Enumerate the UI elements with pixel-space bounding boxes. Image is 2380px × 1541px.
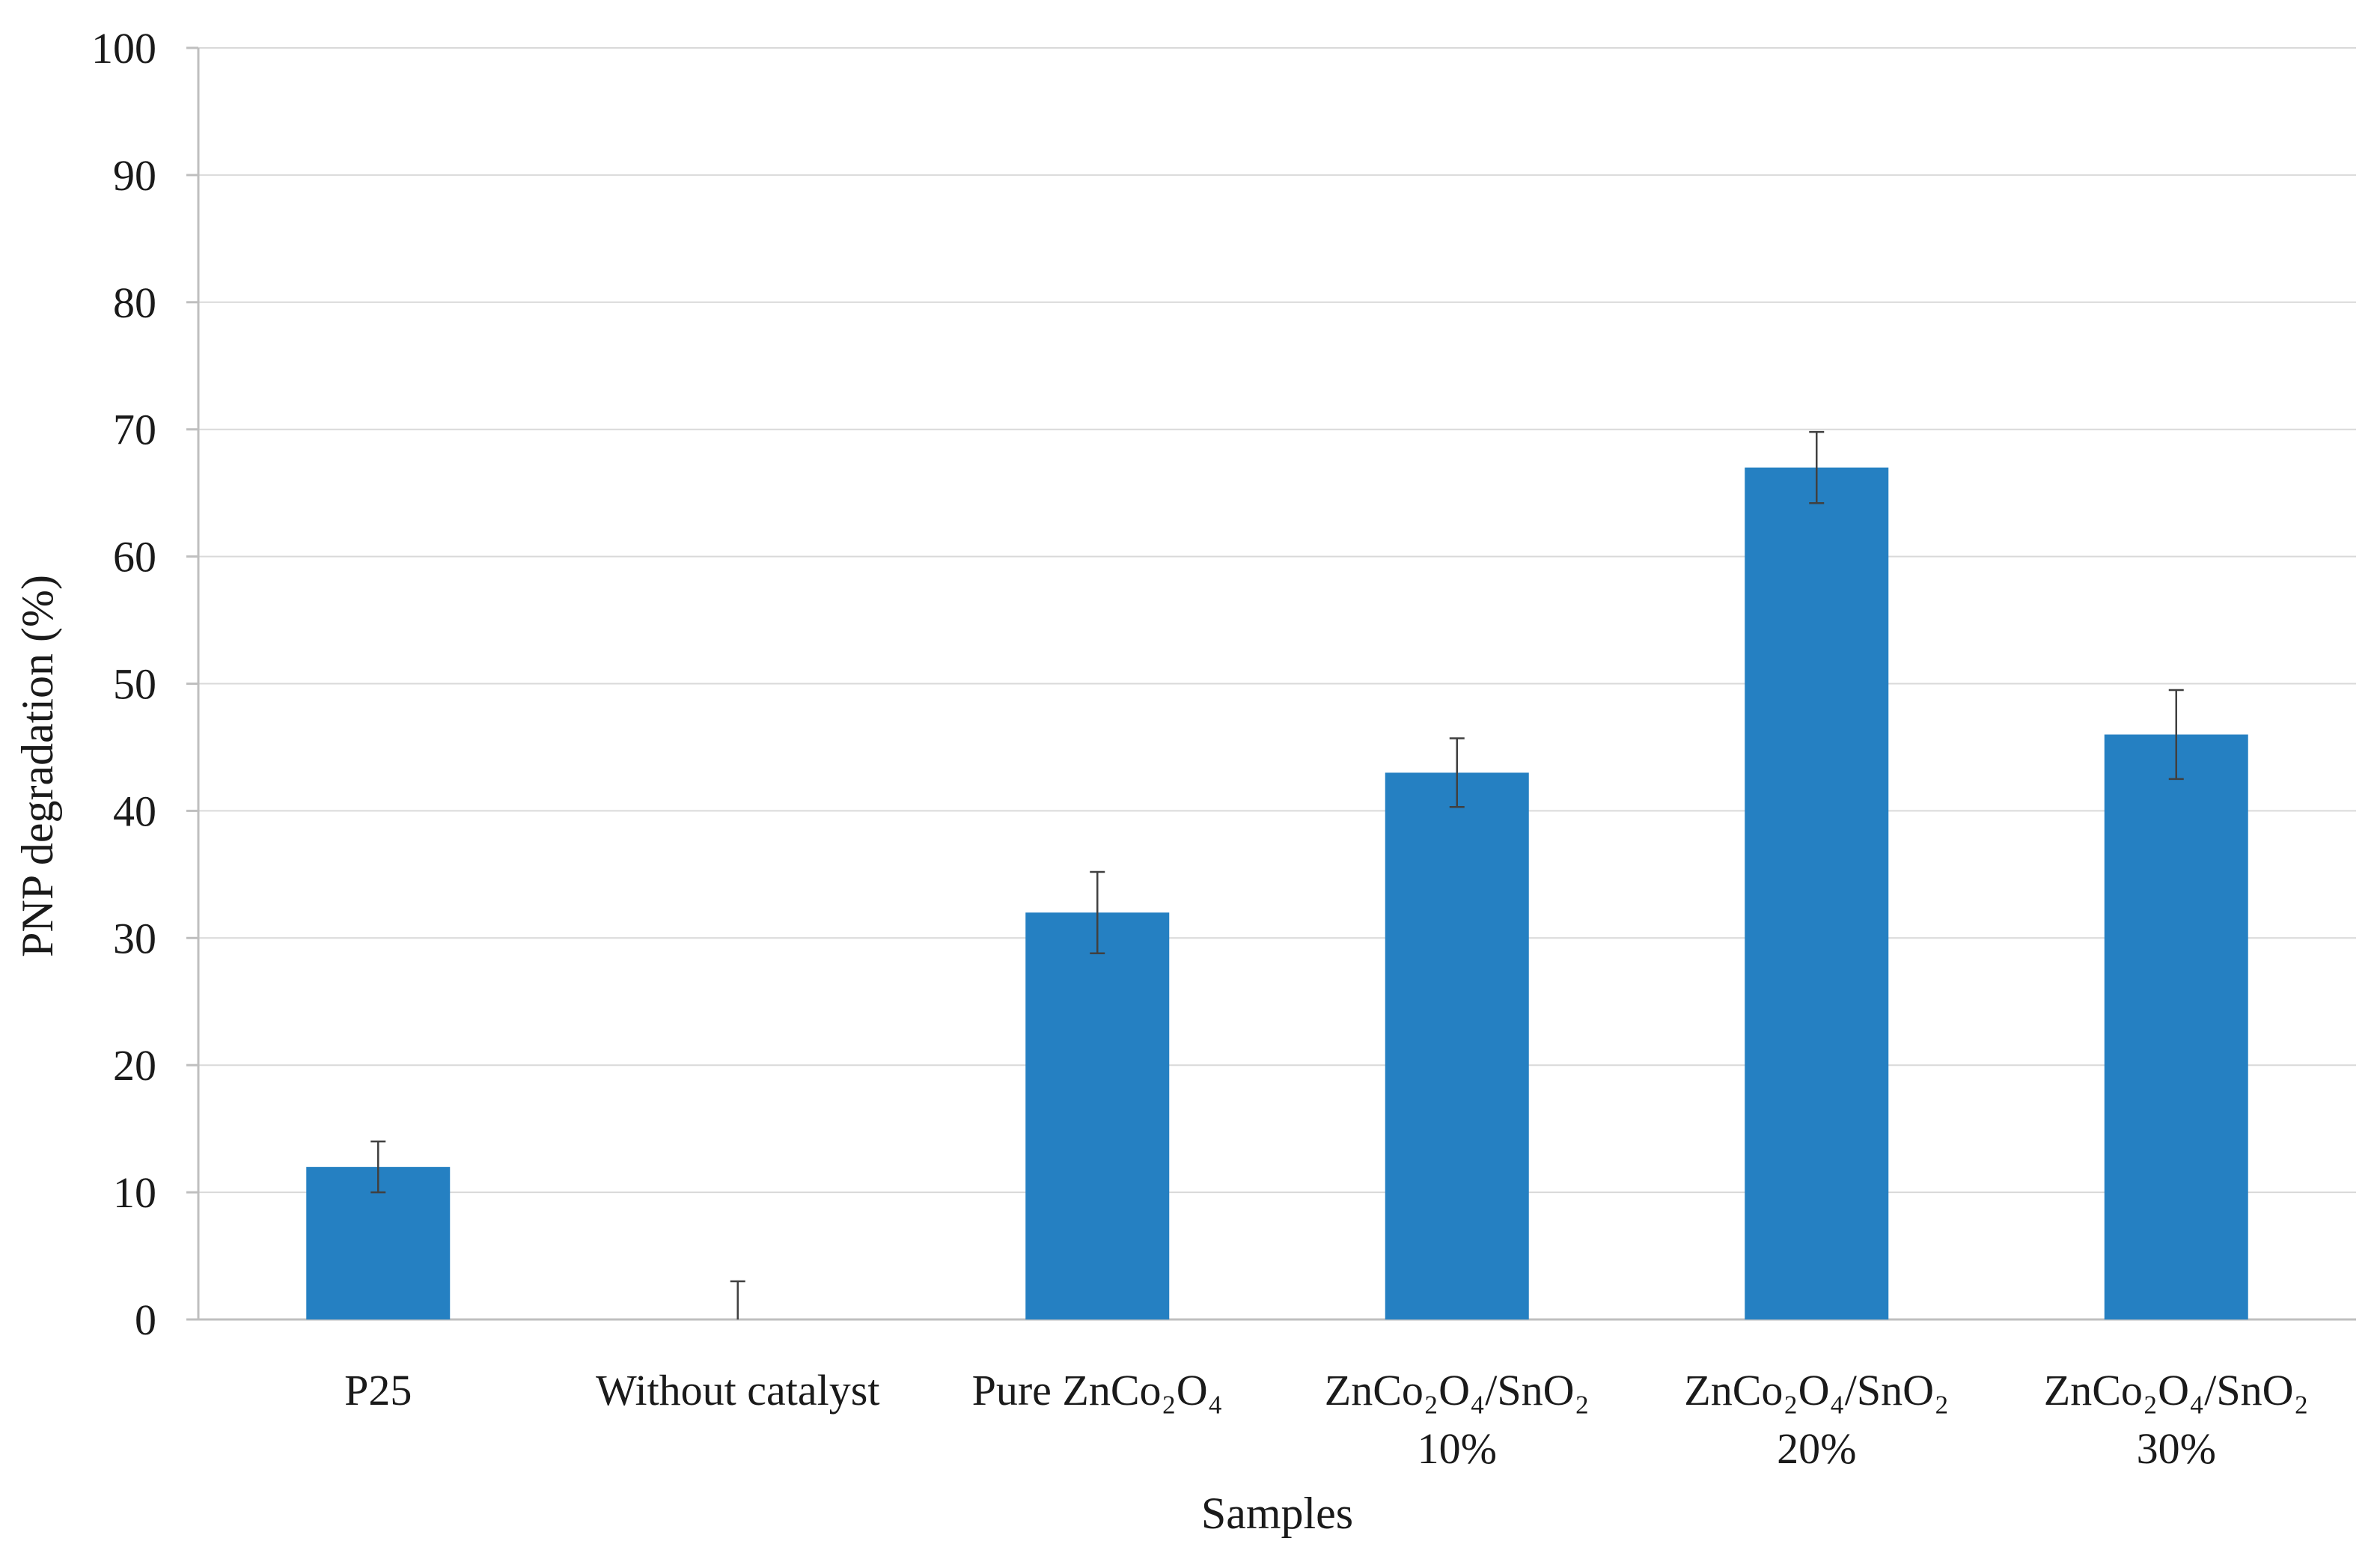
x-tick-label: ZnCo₂O₄/SnO₂ xyxy=(1684,1366,1949,1415)
bar xyxy=(1025,912,1170,1319)
x-tick-label: P25 xyxy=(344,1366,412,1415)
y-tick-label: 0 xyxy=(135,1296,156,1344)
x-tick-label: ZnCo₂O₄/SnO₂ xyxy=(1325,1366,1590,1415)
y-tick-label: 90 xyxy=(113,151,156,200)
bar xyxy=(1385,772,1529,1319)
y-tick-labels: 0 10 20 30 40 50 60 70 80 90 100 xyxy=(91,24,156,1344)
bar xyxy=(1745,467,1889,1320)
x-tick-label-line2: 20% xyxy=(1777,1424,1856,1473)
y-tick-label: 80 xyxy=(113,278,156,327)
gridlines xyxy=(186,46,2356,1321)
bar xyxy=(2104,734,2248,1319)
y-tick-label: 30 xyxy=(113,914,156,962)
axes xyxy=(186,48,2356,1321)
y-tick-label: 100 xyxy=(91,24,156,73)
y-tick-label: 20 xyxy=(113,1041,156,1090)
x-tick-label-line2: 10% xyxy=(1418,1424,1497,1473)
x-axis-title: Samples xyxy=(1201,1489,1353,1538)
x-tick-labels: P25 Without catalyst Pure ZnCo₂O₄ ZnCo₂O₄/S… xyxy=(344,1366,2309,1473)
y-tick-label: 40 xyxy=(113,787,156,835)
x-tick-label: Without catalyst xyxy=(596,1366,879,1415)
x-tick-label: Pure ZnCo₂O₄ xyxy=(972,1366,1223,1415)
error-bars xyxy=(370,430,2184,1319)
x-tick-label-line2: 30% xyxy=(2137,1424,2216,1473)
y-tick-label: 50 xyxy=(113,660,156,709)
bars xyxy=(306,467,2248,1320)
y-tick-label: 70 xyxy=(113,406,156,454)
y-axis-title: PNP degradation (%) xyxy=(13,575,62,957)
y-tick-label: 60 xyxy=(113,533,156,582)
x-tick-label: ZnCo₂O₄/SnO₂ xyxy=(2044,1366,2309,1415)
y-tick-label: 10 xyxy=(113,1168,156,1217)
